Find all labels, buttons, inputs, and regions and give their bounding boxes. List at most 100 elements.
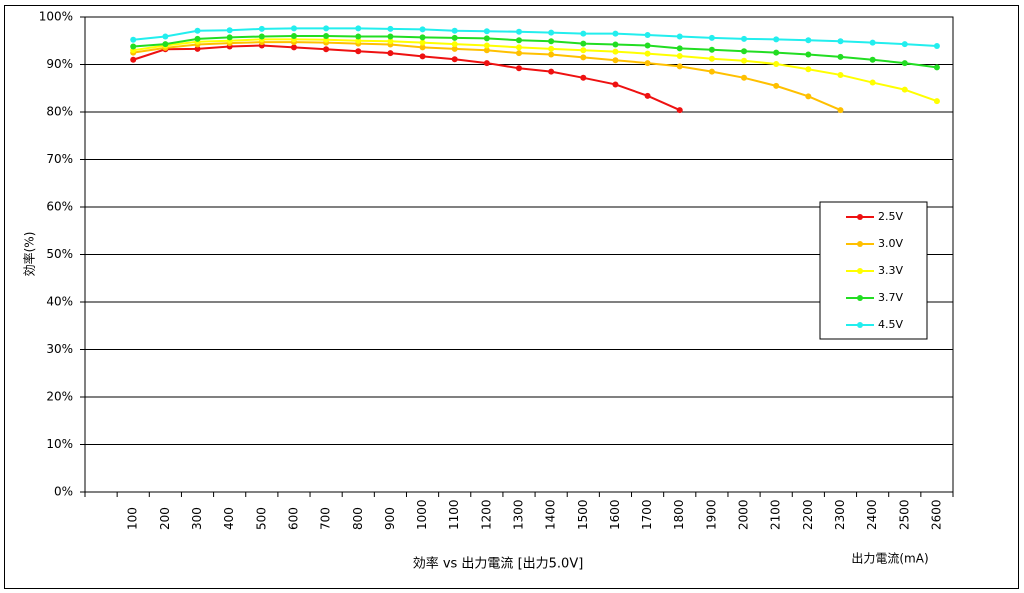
- data-point: [387, 38, 394, 45]
- data-point: [644, 32, 651, 39]
- data-point: [451, 45, 458, 52]
- data-point: [130, 56, 137, 63]
- x-tick-label: 1800: [672, 499, 686, 530]
- legend-label: 4.5V: [878, 318, 903, 331]
- data-point: [644, 60, 651, 67]
- x-tick-label: 300: [190, 507, 204, 530]
- data-point: [901, 41, 908, 48]
- data-point: [837, 107, 844, 114]
- data-point: [612, 57, 619, 64]
- y-tick-label: 60%: [46, 200, 73, 214]
- data-point: [483, 47, 490, 54]
- data-point: [644, 42, 651, 49]
- data-point: [194, 27, 201, 34]
- data-point: [548, 45, 555, 52]
- x-axis-label: 出力電流(mA): [851, 552, 928, 566]
- x-tick-label: 900: [383, 507, 397, 530]
- x-tick-label: 2300: [833, 499, 847, 530]
- legend-marker: [857, 241, 863, 247]
- x-tick-label: 2200: [801, 499, 815, 530]
- x-tick-label: 2100: [769, 499, 783, 530]
- data-point: [548, 29, 555, 36]
- legend-marker: [857, 214, 863, 220]
- data-point: [773, 36, 780, 43]
- x-tick-label: 200: [158, 507, 172, 530]
- data-point: [419, 39, 426, 46]
- x-tick-label: 1100: [447, 499, 461, 530]
- x-tick-label: 1400: [544, 499, 558, 530]
- data-point: [290, 33, 297, 39]
- data-point: [805, 37, 812, 44]
- data-point: [933, 64, 940, 71]
- x-tick-label: 1600: [608, 499, 622, 530]
- data-point: [323, 46, 330, 53]
- data-point: [580, 40, 587, 47]
- series-line: [133, 38, 938, 103]
- data-point: [805, 51, 812, 58]
- data-point: [419, 26, 426, 33]
- data-point: [516, 28, 522, 35]
- data-point: [644, 50, 651, 57]
- data-point: [258, 33, 265, 40]
- x-tick-label: 100: [126, 507, 140, 530]
- series-line: [133, 35, 938, 69]
- y-tick-label: 10%: [46, 437, 73, 451]
- legend-label: 3.0V: [878, 237, 903, 250]
- data-point: [194, 45, 201, 52]
- data-point: [483, 42, 490, 49]
- data-point: [419, 53, 426, 60]
- series-line: [133, 27, 937, 47]
- data-point: [741, 35, 748, 42]
- legend-label: 2.5V: [878, 210, 903, 223]
- data-point: [355, 33, 362, 40]
- data-point: [451, 34, 458, 41]
- x-tick-label: 1300: [512, 499, 526, 530]
- data-point: [837, 71, 844, 78]
- y-tick-label: 0%: [54, 485, 73, 499]
- data-point: [355, 37, 362, 44]
- legend-label: 3.7V: [878, 291, 903, 304]
- data-point: [130, 43, 137, 50]
- x-tick-label: 500: [254, 507, 268, 530]
- data-point: [323, 25, 330, 32]
- data-point: [805, 66, 812, 73]
- data-point: [676, 107, 683, 114]
- legend-marker: [857, 295, 863, 301]
- x-tick-label: 2600: [929, 499, 943, 530]
- data-point: [580, 47, 587, 54]
- y-tick-label: 50%: [46, 247, 73, 261]
- data-point: [708, 55, 715, 62]
- data-point: [773, 82, 780, 89]
- data-point: [741, 57, 748, 64]
- data-point: [612, 30, 619, 37]
- x-tick-label: 1900: [704, 499, 718, 530]
- data-point: [451, 56, 458, 63]
- legend-marker: [857, 322, 863, 328]
- data-point: [355, 48, 362, 55]
- data-point: [162, 41, 169, 48]
- y-tick-label: 80%: [46, 105, 73, 119]
- data-point: [869, 39, 876, 46]
- data-point: [387, 25, 394, 32]
- data-point: [901, 60, 908, 67]
- x-tick-label: 600: [286, 507, 300, 530]
- series-line: [132, 44, 681, 112]
- data-point: [194, 35, 201, 42]
- y-tick-label: 100%: [39, 10, 73, 24]
- data-point: [516, 65, 522, 72]
- data-point: [323, 33, 330, 39]
- data-point: [355, 25, 362, 32]
- x-tick-label: 1700: [640, 499, 654, 530]
- data-point: [483, 28, 490, 35]
- data-point: [580, 54, 587, 61]
- data-point: [451, 41, 458, 48]
- data-point: [419, 34, 426, 41]
- data-point: [933, 42, 940, 49]
- data-point: [612, 41, 619, 48]
- data-point: [548, 51, 555, 58]
- legend-marker: [857, 268, 863, 274]
- data-point: [580, 30, 587, 37]
- data-point: [676, 33, 683, 40]
- data-point: [387, 50, 394, 57]
